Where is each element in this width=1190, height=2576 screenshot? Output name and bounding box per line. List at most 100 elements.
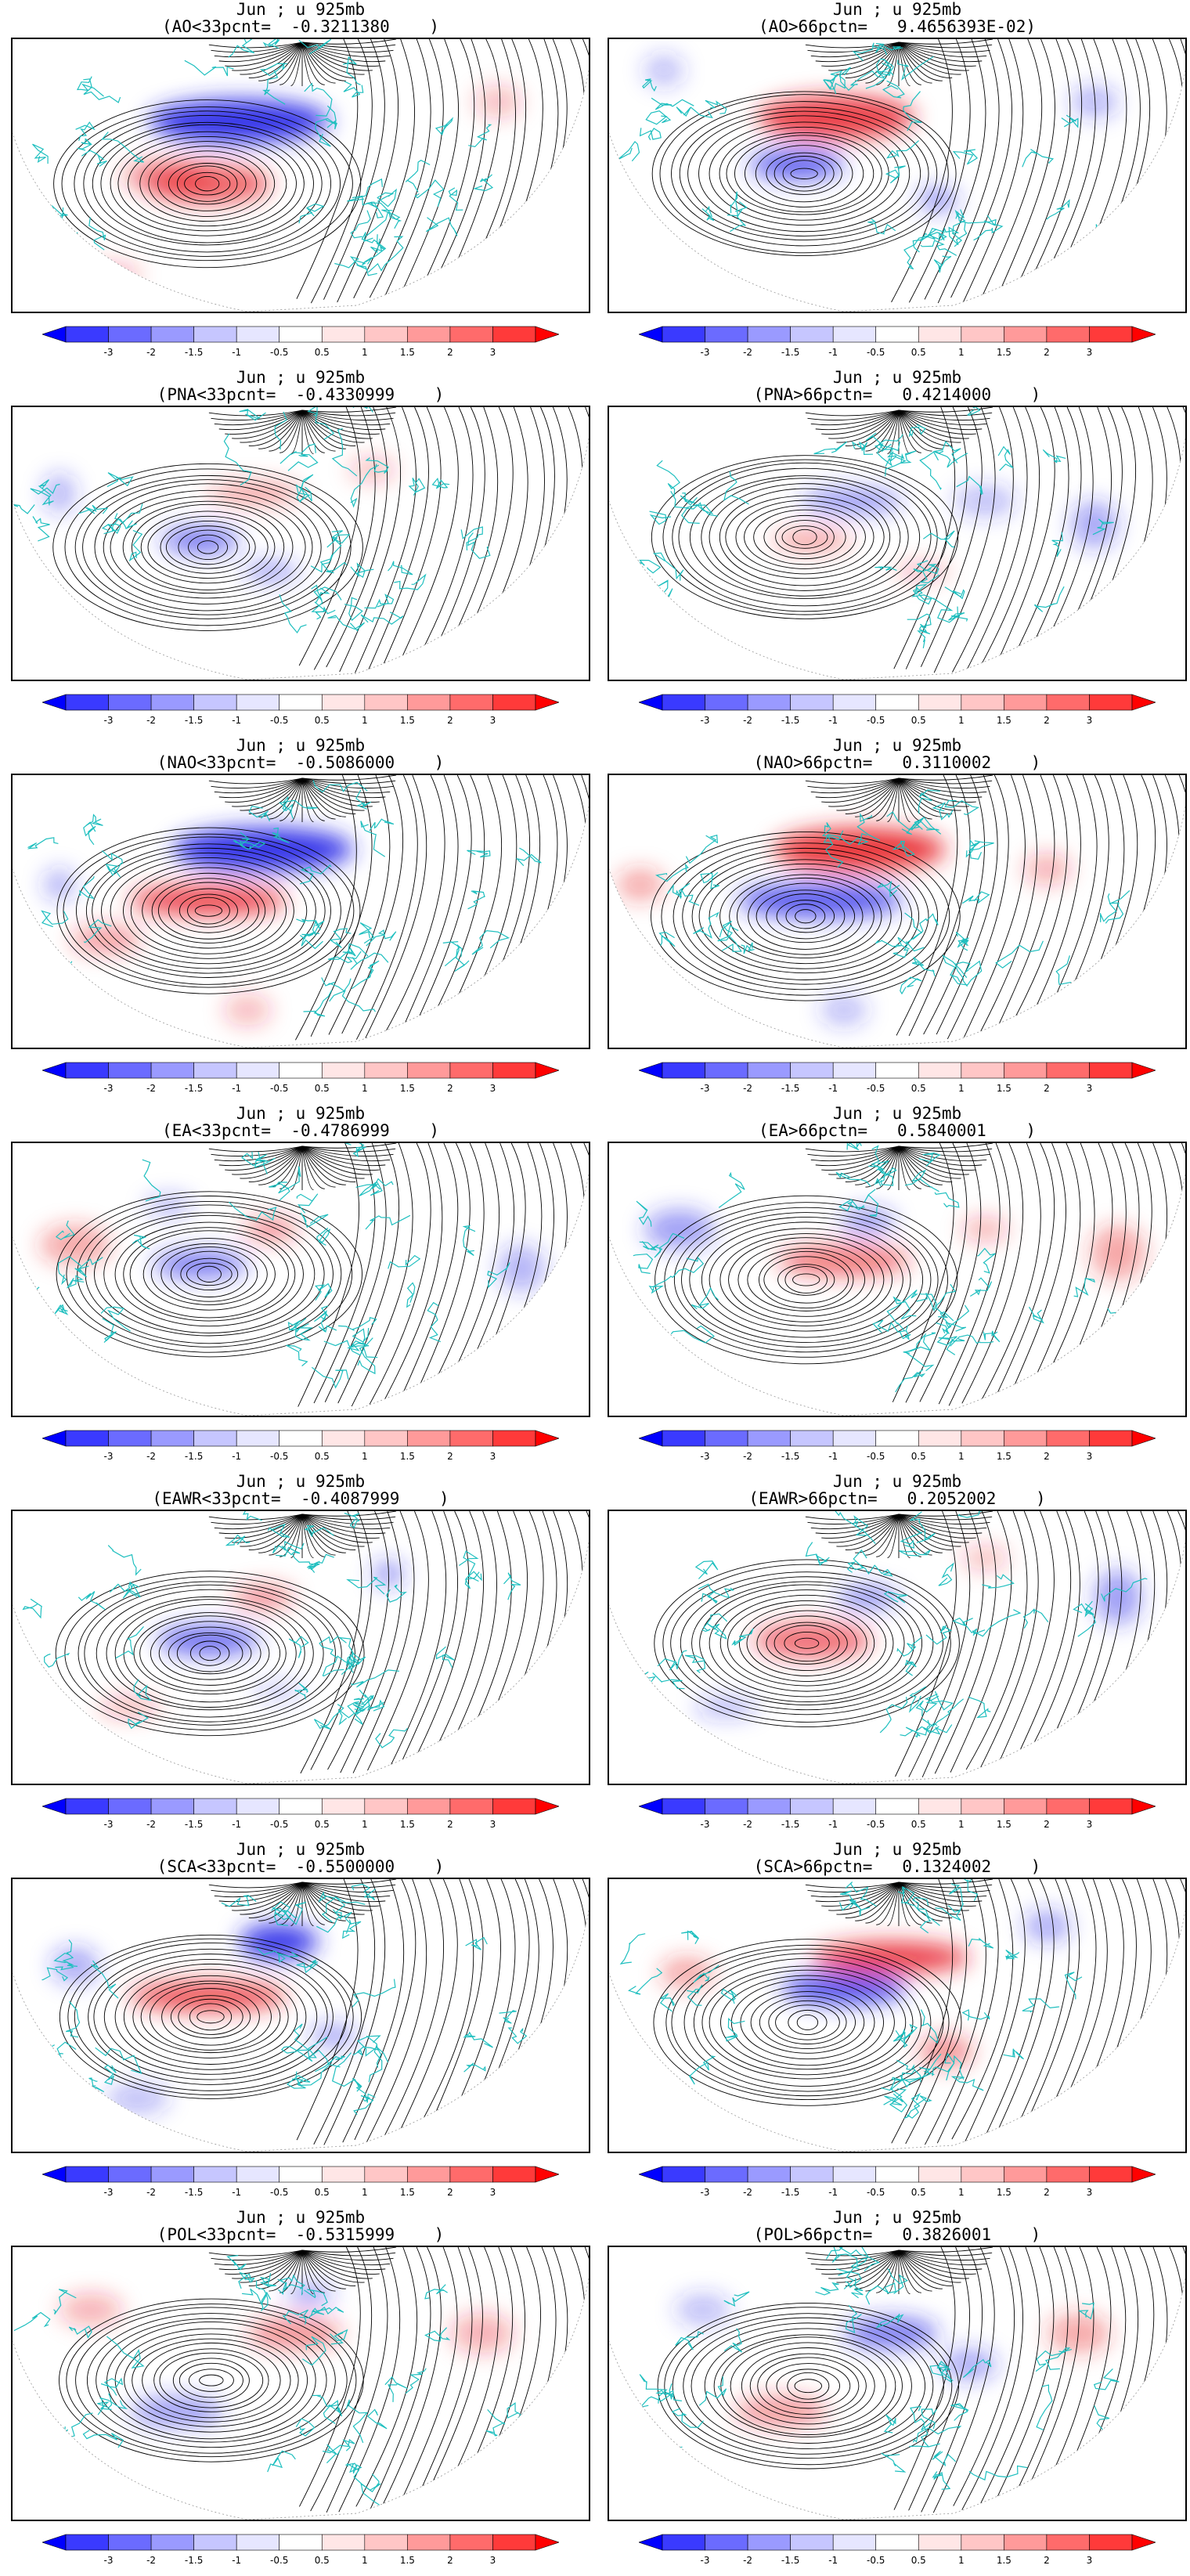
streamline	[908, 775, 971, 1037]
map-canvas	[13, 407, 589, 680]
colorbar-label: 0.5	[911, 1819, 926, 1830]
colorbar-segment	[449, 1430, 493, 1447]
streamline	[56, 1191, 362, 1358]
colorbar-segment	[279, 1062, 323, 1079]
coastline	[346, 1576, 387, 1595]
coastline	[1116, 575, 1145, 592]
coastline	[919, 451, 942, 490]
streamline	[828, 777, 900, 807]
colorbar	[639, 326, 1156, 343]
coastline	[359, 1689, 385, 1712]
map-canvas	[13, 2247, 589, 2520]
streamline	[965, 1511, 1028, 1770]
coastline	[332, 1896, 366, 1921]
streamline	[953, 2247, 1015, 2506]
coastline	[904, 1659, 917, 1676]
streamline	[776, 900, 835, 933]
colorbar-segment	[321, 2534, 366, 2551]
streamline	[195, 175, 220, 192]
streamline	[301, 41, 346, 81]
coastline	[76, 76, 104, 97]
streamline	[248, 409, 303, 446]
streamline	[876, 777, 900, 821]
streamline	[898, 41, 990, 53]
streamline	[369, 39, 431, 298]
coastline	[965, 839, 983, 860]
streamline	[211, 1881, 303, 1893]
panel-subtitle: (EA<33pcnt= -0.4786999 )	[161, 1121, 439, 1140]
streamline	[671, 1948, 944, 2097]
colorbar-segment	[492, 694, 536, 711]
coastline	[326, 534, 351, 548]
colorbar-segment	[449, 326, 493, 343]
coastline	[307, 407, 335, 440]
streamline	[828, 41, 900, 71]
streamline	[133, 1612, 287, 1695]
colorbar-segment	[961, 2534, 1004, 2551]
positive-anomaly	[617, 869, 664, 900]
streamline	[110, 131, 305, 236]
coastline	[845, 2304, 862, 2333]
streamline	[898, 1143, 993, 1149]
streamline	[687, 110, 921, 236]
coastline	[278, 799, 318, 819]
streamline	[301, 1145, 336, 1188]
colorbar-segment	[1004, 326, 1048, 343]
anomaly-shading	[774, 485, 1118, 579]
streamline	[269, 41, 303, 84]
coastline	[272, 1540, 305, 1554]
coastline	[908, 1686, 927, 1713]
coastline	[925, 1625, 953, 1645]
coastline	[286, 1344, 308, 1367]
colorbar-label: 1	[361, 715, 368, 726]
streamline	[671, 101, 938, 247]
streamline	[947, 775, 1009, 1040]
streamline	[379, 407, 442, 673]
streamline	[342, 1879, 405, 2143]
coastline	[942, 954, 968, 983]
coastline	[938, 1562, 954, 1586]
streamline	[301, 1513, 373, 1543]
streamline	[898, 409, 953, 446]
streamline	[1033, 39, 1096, 299]
streamline	[777, 1264, 835, 1296]
colorbar-segment	[193, 694, 237, 711]
colorbar-segment	[193, 2166, 237, 2183]
streamline	[165, 525, 251, 569]
streamline	[950, 1511, 1012, 1773]
streamline	[744, 139, 864, 207]
coastline	[1003, 2048, 1024, 2060]
coastline	[319, 554, 348, 574]
colorbar-label: -1.5	[184, 1819, 204, 1830]
colorbar	[639, 2166, 1156, 2183]
streamline	[117, 136, 297, 232]
streamline	[993, 407, 1055, 671]
coastline	[823, 1511, 876, 1544]
colorbar-segment	[1004, 2166, 1048, 2183]
coastline	[933, 255, 952, 273]
streamline	[214, 777, 303, 794]
streamline	[188, 2369, 234, 2392]
colorbar-segment	[407, 2166, 451, 2183]
colorbar-segment	[65, 694, 109, 711]
colorbar-max-arrow	[535, 1062, 559, 1079]
coastline	[344, 597, 363, 622]
panel-title: Jun ; u 925mb	[236, 0, 366, 19]
streamline	[1017, 2247, 1080, 2511]
streamline	[898, 1145, 961, 1179]
coastline	[365, 1214, 411, 1230]
streamline	[290, 41, 303, 87]
streamline	[750, 1991, 865, 2054]
coastlines	[636, 1511, 1148, 1738]
streamline	[661, 836, 950, 996]
coastline	[350, 210, 371, 239]
coastline	[228, 39, 255, 58]
colorbar	[639, 1430, 1156, 1447]
coastline	[304, 82, 333, 117]
streamline	[180, 1257, 239, 1290]
map-panel-nao-low: Jun ; u 925mb (NAO<33pcnt= -0.5086000 ) -3…	[11, 736, 590, 1104]
panel-title: Jun ; u 925mb	[832, 368, 962, 387]
colorbar-segment	[364, 2534, 408, 2551]
streamline	[535, 1879, 589, 2144]
negative-anomaly	[150, 99, 330, 143]
